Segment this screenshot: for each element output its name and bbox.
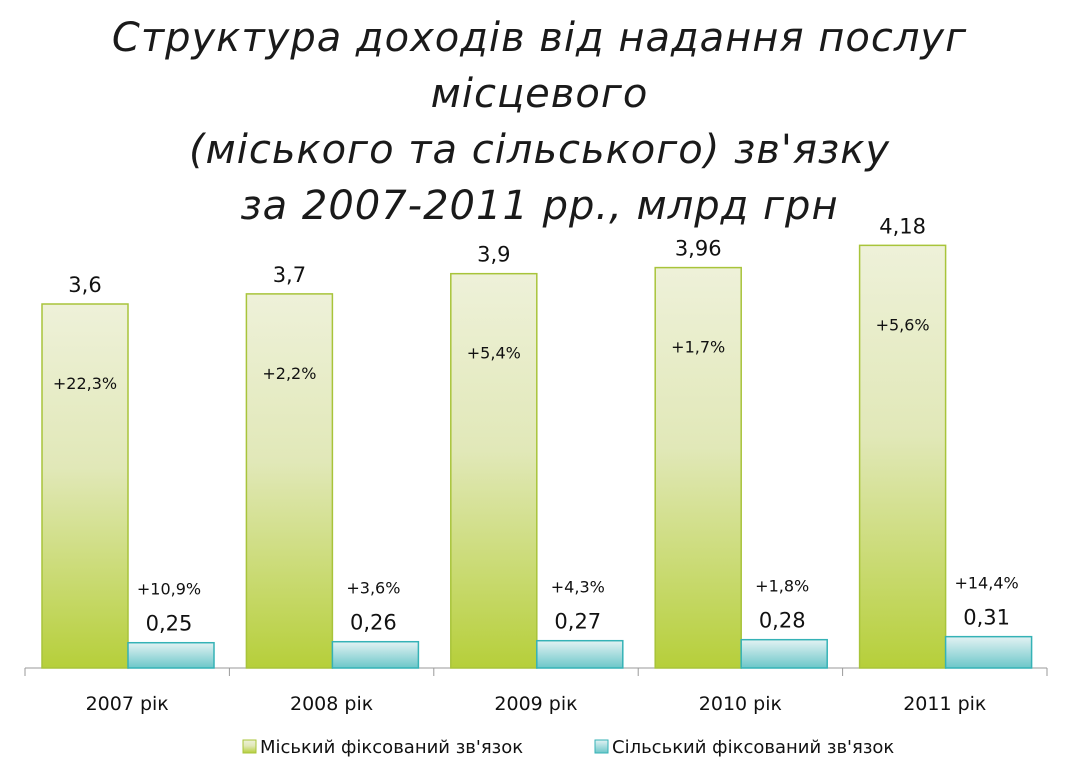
chart-title-line-3: за 2007-2011 рр., млрд грн (240, 183, 839, 229)
chart-title: Структура доходів від надання послуг міс… (0, 10, 1079, 234)
growth-label-city: +1,7% (671, 338, 725, 357)
value-label-city: 3,6 (68, 273, 101, 297)
growth-label-city: +22,3% (53, 374, 117, 393)
x-tick-label: 2009 рік (494, 693, 577, 715)
value-label-rural: 0,27 (554, 610, 601, 634)
growth-label-rural: +4,3% (551, 578, 605, 597)
growth-label-city: +2,2% (262, 364, 316, 383)
bar-city-2008 (245, 293, 334, 669)
x-tick-label: 2010 рік (699, 693, 782, 715)
growth-label-rural: +10,9% (137, 580, 201, 599)
legend-swatch-city (242, 739, 257, 754)
bar-rural-2008 (331, 640, 420, 669)
legend: Міський фіксований зв'язок Сільський фікс… (242, 737, 894, 758)
value-label-city: 3,9 (477, 243, 510, 267)
x-tick-label: 2011 рік (903, 693, 986, 715)
value-label-rural: 0,31 (963, 606, 1010, 630)
x-tick-label: 2007 рік (86, 693, 169, 715)
legend-label-city: Міський фіксований зв'язок (260, 737, 523, 758)
bar-city-2010 (654, 266, 742, 669)
value-label-rural: 0,28 (759, 609, 806, 633)
bar-rural-2009 (536, 639, 624, 669)
value-label-rural: 0,25 (146, 612, 193, 636)
bar-rural-2011 (944, 635, 1033, 669)
value-label-rural: 0,26 (350, 611, 397, 635)
growth-label-rural: +14,4% (954, 574, 1018, 593)
chart-title-line-2: (міського та сільського) зв'язку (188, 127, 891, 173)
bar-city-2009 (450, 272, 538, 669)
value-label-city: 4,18 (879, 214, 926, 238)
chart-title-line-1: Структура доходів від надання послуг міс… (111, 15, 968, 117)
bar-city-2007 (41, 303, 129, 669)
growth-label-rural: +3,6% (346, 579, 400, 598)
legend-swatch-rural (594, 739, 609, 754)
value-label-city: 3,7 (273, 263, 306, 287)
bar-city-2011 (858, 244, 947, 669)
bar-rural-2010 (740, 638, 828, 669)
growth-label-rural: +1,8% (755, 577, 809, 596)
legend-label-rural: Сільський фіксований зв'язок (612, 737, 894, 758)
x-tick-label: 2008 рік (290, 693, 373, 715)
bar-rural-2007 (127, 641, 215, 669)
growth-label-city: +5,6% (876, 315, 930, 334)
growth-label-city: +5,4% (467, 344, 521, 363)
plot-area: 3,6 +22,3% 0,25 +10,9% 2007 рік 3,7 +2,2% 0,26 +… (24, 214, 1048, 715)
value-label-city: 3,96 (675, 237, 722, 261)
